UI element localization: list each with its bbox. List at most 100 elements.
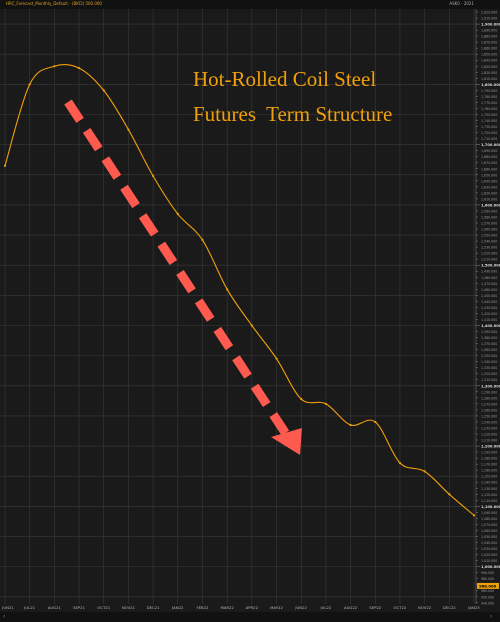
data-point	[28, 83, 31, 86]
y-tick-label: 1,700.000	[481, 143, 500, 147]
y-tick-label: 1,110.000	[481, 499, 497, 503]
y-tick-label: 1,840.000	[481, 59, 497, 63]
chart-header-bar: HRC_Forecast_Monthly_Default - (BKCI) 50…	[0, 0, 500, 9]
series	[3, 64, 476, 517]
data-point	[201, 238, 204, 241]
y-tick-label: 1,580.000	[481, 215, 497, 219]
y-tick-label: 1,180.000	[481, 457, 497, 461]
y-tick-label: 1,300.000	[481, 384, 500, 388]
y-tick-label: 1,460.000	[481, 288, 497, 292]
data-point	[448, 493, 451, 496]
y-tick-label: 1,400.000	[481, 324, 500, 328]
y-tick-label: 1,880.000	[481, 35, 497, 39]
y-tick-label: 1,570.000	[481, 222, 497, 226]
x-tick-label: JUL21	[23, 605, 35, 610]
data-point	[127, 128, 130, 131]
grid	[0, 9, 500, 604]
y-tick-label: 1,680.000	[481, 155, 497, 159]
scroll-right-icon[interactable]: ›	[490, 613, 493, 620]
y-tick-label: 1,810.000	[481, 77, 497, 81]
chart-annotation: Hot-Rolled Coil Steel Futures Term Struc…	[193, 62, 443, 132]
data-point	[3, 164, 7, 167]
y-tick-label: 1,750.000	[481, 113, 497, 117]
y-tick-label: 1,890.000	[481, 29, 497, 33]
y-tick-label: 1,350.000	[481, 354, 497, 358]
y-tick-label: 1,640.000	[481, 179, 497, 183]
y-tick-label: 1,310.000	[481, 378, 497, 382]
x-tick-label: NOV21	[122, 605, 136, 610]
last-value-bg	[477, 582, 499, 589]
y-tick-label: 1,710.000	[481, 137, 497, 141]
trend-arrow	[64, 99, 302, 455]
y-tick-label: 1,160.000	[481, 469, 497, 473]
x-tick-label: MAR22	[220, 605, 234, 610]
y-axis: 940.000950.000960.000970.000980.000990.0…	[475, 9, 500, 605]
y-tick-label: 990.000	[481, 571, 494, 575]
x-tick-label: DEC22	[443, 605, 456, 610]
y-tick-label: 1,820.000	[481, 71, 497, 75]
y-tick-label: 1,210.000	[481, 439, 497, 443]
y-tick-label: 1,560.000	[481, 228, 497, 232]
x-tick-label: APR22	[246, 605, 259, 610]
scroll-left-icon[interactable]: ‹	[3, 613, 6, 620]
y-tick-label: 1,140.000	[481, 481, 497, 485]
y-tick-label: 1,410.000	[481, 318, 497, 322]
y-tick-label: 1,280.000	[481, 396, 497, 400]
y-tick-label: 1,450.000	[481, 294, 497, 298]
y-tick-label: 1,430.000	[481, 306, 497, 310]
y-tick-label: 1,910.000	[481, 17, 497, 21]
y-tick-label: 1,040.000	[481, 541, 497, 545]
y-tick-label: 1,330.000	[481, 366, 497, 370]
x-tick-label: AUG21	[48, 605, 62, 610]
y-tick-label: 1,010.000	[481, 559, 497, 563]
horizontal-scrollbar[interactable]	[0, 612, 500, 622]
y-tick-label: 1,340.000	[481, 360, 497, 364]
y-tick-label: 1,730.000	[481, 125, 497, 129]
series-label: HRC_Forecast_Monthly_Default - (BKCI) 50…	[6, 1, 102, 6]
y-tick-label: 1,900.000	[481, 23, 500, 27]
data-point	[300, 397, 303, 401]
data-point	[152, 174, 155, 178]
y-tick-label: 1,220.000	[481, 433, 497, 437]
y-tick-label: 1,390.000	[481, 330, 497, 334]
y-tick-label: 1,150.000	[481, 475, 497, 479]
y-tick-label: 1,480.000	[481, 276, 497, 280]
y-tick-label: 1,530.000	[481, 246, 497, 250]
trend-arrow-head-icon	[271, 428, 302, 455]
data-point	[176, 212, 179, 216]
data-point	[250, 324, 253, 327]
y-tick-label: 950.000	[481, 595, 494, 599]
y-tick-label: 1,830.000	[481, 65, 497, 69]
y-tick-label: 1,470.000	[481, 282, 497, 286]
x-tick-label: JAN22	[171, 605, 184, 610]
y-tick-label: 1,610.000	[481, 197, 497, 201]
y-tick-label: 1,600.000	[481, 203, 500, 207]
annotation-line-2: Futures Term Structure	[193, 102, 393, 126]
y-tick-label: 1,250.000	[481, 414, 497, 418]
y-tick-label: 1,550.000	[481, 234, 497, 238]
y-tick-label: 980.000	[481, 577, 494, 581]
annotation-line-1: Hot-Rolled Coil Steel	[193, 67, 377, 91]
y-tick-label: 1,200.000	[481, 445, 500, 449]
y-tick-label: 1,850.000	[481, 53, 497, 57]
y-tick-label: 1,500.000	[481, 264, 500, 268]
y-tick-label: 1,860.000	[481, 47, 497, 51]
y-tick-label: 1,370.000	[481, 342, 497, 346]
x-tick-label: FEB22	[196, 605, 209, 610]
y-tick-label: 1,510.000	[481, 258, 497, 262]
y-tick-label: 1,130.000	[481, 487, 497, 491]
data-point	[472, 514, 476, 517]
y-tick-label: 1,070.000	[481, 523, 497, 527]
y-tick-label: 1,800.000	[481, 83, 500, 87]
x-tick-label: JUN21	[1, 605, 14, 610]
data-point	[226, 288, 229, 291]
corner-label: ASK0 - 2021	[449, 1, 474, 6]
y-tick-label: 1,630.000	[481, 185, 497, 189]
y-tick-label: 1,320.000	[481, 372, 497, 376]
y-tick-label: 1,000.000	[481, 565, 500, 569]
y-tick-label: 1,170.000	[481, 463, 497, 467]
y-tick-label: 1,790.000	[481, 89, 497, 93]
y-tick-label: 1,780.000	[481, 95, 497, 99]
